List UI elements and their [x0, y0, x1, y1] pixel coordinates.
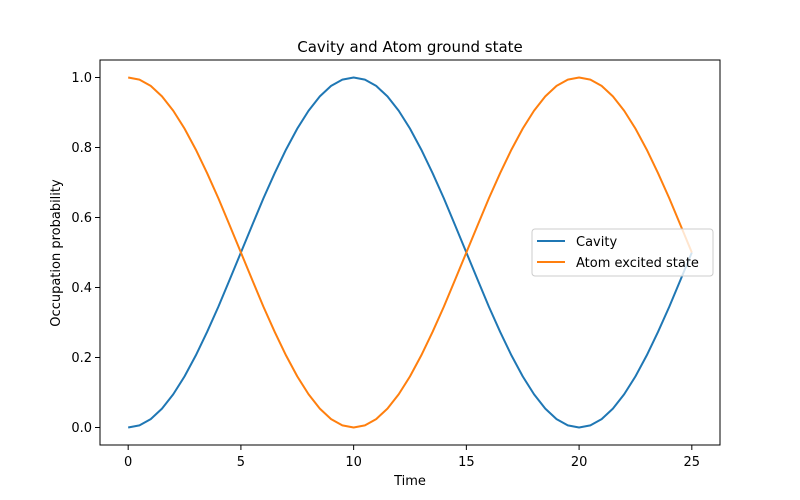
x-tick-label: 25 [684, 455, 701, 470]
legend-label-atom-excited-state: Atom excited state [576, 256, 699, 271]
x-axis-ticks: 0 5 10 15 20 25 [124, 445, 700, 470]
y-tick-label: 0.4 [71, 281, 92, 296]
x-tick-label: 20 [571, 455, 588, 470]
y-tick-label: 0.8 [71, 141, 92, 156]
series-layer [127, 76, 693, 429]
legend-box [531, 228, 714, 277]
x-tick-label: 5 [237, 455, 245, 470]
y-tick-label: 0.0 [71, 421, 92, 436]
plot-frame [99, 59, 721, 446]
x-tick-label: 10 [345, 455, 362, 470]
series-line-atom-excited-state [127, 76, 693, 429]
y-tick-label: 0.6 [71, 211, 92, 226]
series-line-cavity [127, 76, 693, 429]
y-tick-label: 0.2 [71, 351, 92, 366]
x-axis-label: Time [393, 474, 426, 489]
x-tick-label: 0 [124, 455, 132, 470]
legend-label-cavity: Cavity [576, 235, 617, 250]
legend: Cavity Atom excited state [531, 228, 714, 277]
y-axis-label: Occupation probability [49, 179, 64, 327]
x-tick-label: 15 [458, 455, 475, 470]
y-axis-ticks: 0.0 0.2 0.4 0.6 0.8 1.0 [71, 71, 100, 436]
chart-title: Cavity and Atom ground state [297, 38, 523, 56]
y-tick-label: 1.0 [71, 71, 92, 86]
